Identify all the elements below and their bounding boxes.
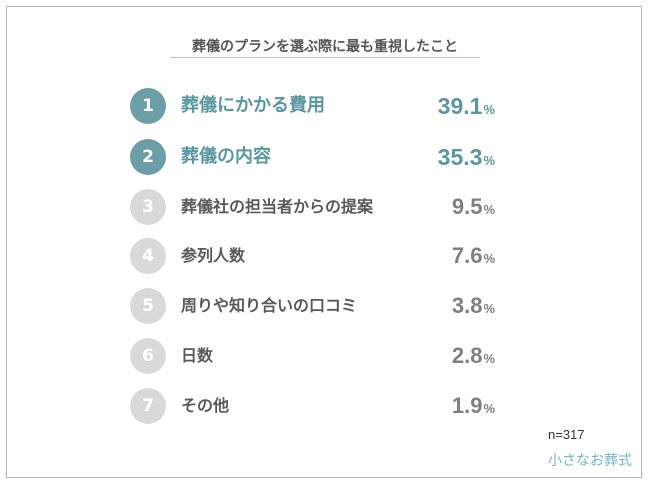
value-number: 1.9 [451,393,483,418]
category-label: 葬儀社の担当者からの提案 [181,197,374,216]
rank-badge: 5 [130,288,166,324]
rank-badge: 6 [130,338,166,374]
rank-badge: 3 [130,189,166,225]
chart-frame [6,6,642,478]
percent-unit: % [483,301,495,316]
percent-unit: % [483,251,495,266]
rank-badge: 4 [130,238,166,274]
chart-title: 葬儀のプランを選ぶ際に最も重視したこと [192,39,458,55]
ranking-row: 3 葬儀社の担当者からの提案 9.5% [0,187,650,227]
ranking-row: 6 日数 2.8% [0,336,650,376]
ranking-row: 5 周りや知り合いの口コミ 3.8% [0,286,650,326]
percent-unit: % [483,351,495,366]
value-number: 39.1 [437,93,483,119]
category-label: 参列人数 [181,246,246,265]
value-number: 7.6 [451,243,483,268]
value-number: 3.8 [451,293,483,318]
value-label: 9.5% [405,187,495,227]
category-label: 葬儀にかかる費用 [181,95,325,116]
value-label: 3.8% [405,286,495,326]
value-label: 2.8% [405,336,495,376]
value-number: 35.3 [437,144,483,170]
value-label: 39.1% [405,86,495,126]
percent-unit: % [483,102,495,117]
ranking-row: 4 参列人数 7.6% [0,236,650,276]
category-label: その他 [181,396,230,415]
category-label: 日数 [181,346,214,365]
ranking-row: 2 葬儀の内容 35.3% [0,137,650,177]
sample-size: n=317 [548,427,585,442]
category-label: 葬儀の内容 [181,146,271,167]
value-number: 9.5 [451,194,483,219]
percent-unit: % [483,153,495,168]
brand-logo: 小さなお葬式 [548,453,632,469]
category-label: 周りや知り合いの口コミ [181,296,358,315]
percent-unit: % [483,202,495,217]
rank-badge: 1 [130,88,166,124]
value-label: 35.3% [405,137,495,177]
rank-badge: 2 [130,139,166,175]
rank-badge: 7 [130,388,166,424]
percent-unit: % [483,401,495,416]
ranking-row: 7 その他 1.9% [0,386,650,426]
value-label: 1.9% [405,386,495,426]
title-underline [170,57,480,58]
value-label: 7.6% [405,236,495,276]
value-number: 2.8 [451,343,483,368]
ranking-row: 1 葬儀にかかる費用 39.1% [0,86,650,126]
